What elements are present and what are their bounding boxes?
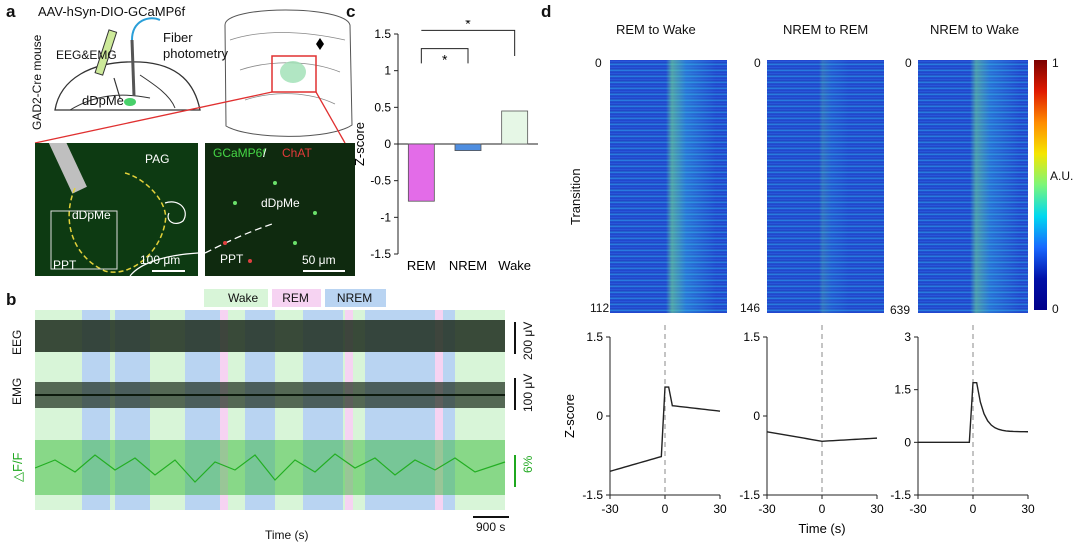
panel-label-c: c [346, 2, 356, 21]
gcamp-label: GCaMP6f [213, 146, 266, 160]
mean-trace [766, 431, 878, 442]
heatmap-2-row-start: 0 [754, 56, 761, 70]
line-plot-x-label: Time (s) [798, 521, 845, 536]
panel-label-b: b [6, 290, 17, 309]
heatmap-rem-to-wake [610, 60, 727, 313]
emg-label: EMG [10, 377, 24, 405]
dff-label: △F/F [10, 452, 25, 483]
ddpme-label-1: dDpMe [72, 208, 111, 222]
heatmap-title-1: REM to Wake [616, 22, 696, 37]
bar-rem [407, 143, 435, 202]
line-plot-x-tick-label: -30 [909, 502, 927, 516]
heatmap-ylabel: Transition [568, 168, 583, 225]
y-tick-label: 0 [384, 137, 391, 151]
ddpme-label-2: dDpMe [261, 196, 300, 210]
colorbar-label: A.U. [1050, 169, 1074, 183]
line-plot-x-tick-label: 30 [713, 502, 727, 516]
legend-nrem: NREM [324, 289, 387, 307]
chat-label: ChAT [282, 146, 312, 160]
line-plot-y-tick-label: 0 [753, 409, 760, 423]
legend-wake: Wake [204, 289, 269, 307]
x-tick-label: Wake [498, 258, 531, 273]
legend-rem: REM [272, 289, 321, 307]
y-tick-label: 1.5 [374, 27, 391, 41]
fiber-photometry-label: Fiber photometry [163, 30, 229, 61]
transition-line-plots: 1.50-1.5-30 0 301.50-1.5-30 0 3031.50-1.5-30… [562, 325, 1035, 536]
dff-scale-bar [514, 455, 516, 487]
line-plot-x-tick-label: 30 [1021, 502, 1035, 516]
time-scale-bar [473, 516, 509, 518]
significance-bracket-1 [420, 48, 469, 64]
mean-trace [918, 381, 1029, 444]
mean-trace [609, 386, 721, 472]
eeg-scale-label: 200 μV [521, 321, 535, 360]
heatmap-nrem-to-rem [767, 60, 884, 313]
heatmap-3-row-start: 0 [905, 56, 912, 70]
line-plot-x-tick-label: 0 [662, 502, 669, 516]
y-tick-label: 0.5 [374, 100, 391, 114]
eeg-label: EEG [10, 329, 24, 355]
scale-label-1: 100 μm [140, 253, 181, 267]
heatmap-1-row-start: 0 [595, 56, 602, 70]
colorbar-min: 0 [1052, 302, 1059, 316]
line-plot-x-tick-label: 0 [970, 502, 977, 516]
separator-label: / [263, 146, 267, 160]
heatmap-3-row-end: 639 [890, 303, 911, 317]
region-label: dDpMe [82, 93, 124, 108]
heatmap-title-2: NREM to REM [783, 22, 869, 37]
pag-label: PAG [145, 152, 170, 166]
panel-label-d: d [541, 2, 552, 21]
dff-scale-label: 6% [521, 455, 535, 473]
construct-label: AAV-hSyn-DIO-GCaMP6f [38, 4, 186, 19]
eeg-scale-bar [514, 322, 516, 354]
heatmap-nrem-to-wake [918, 60, 1028, 313]
x-tick-label: REM [407, 258, 436, 273]
x-tick-label: NREM [449, 258, 487, 273]
line-plot-y-tick-label: 3 [904, 330, 911, 344]
micrograph-1 [35, 132, 199, 277]
emg-scale-bar [514, 378, 516, 410]
line-plot-y-tick-label: 1.5 [894, 383, 911, 397]
heatmap-title-3: NREM to Wake [930, 22, 1020, 37]
line-plot-x-tick-label: -30 [601, 502, 619, 516]
y-tick-label: 1 [384, 64, 391, 78]
line-plot-y-tick-label: 1.5 [743, 330, 760, 344]
state-legend: Wake REM NREM [204, 289, 387, 307]
colorbar-max: 1 [1052, 56, 1059, 70]
line-plot-y-tick-label: -1.5 [739, 488, 760, 502]
line-plot-y-tick-label: 1.5 [586, 330, 603, 344]
ppt-label-1: PPT [53, 258, 77, 272]
line-plot-x-tick-label: 0 [819, 502, 826, 516]
line-plot-y-label: Z-score [562, 394, 577, 438]
significance-star-1: * [442, 52, 448, 68]
heatmap-2-row-end: 146 [740, 301, 761, 315]
emg-scale-label: 100 μV [521, 373, 535, 412]
brain-schematic [34, 9, 353, 144]
line-plot-y-tick-label: -1.5 [890, 488, 911, 502]
micrograph-2 [204, 143, 355, 276]
line-plot-x-tick-label: -30 [758, 502, 776, 516]
y-axis-label: Z-score [352, 122, 367, 166]
y-tick-label: -1 [380, 210, 391, 224]
colorbar [1034, 60, 1047, 310]
panel-label-a: a [6, 2, 16, 21]
zscore-bar-chart: 1.5 1 0.5 0 -0.5 -1 -1.5 Z-score REM NREM Wake * * [352, 20, 538, 273]
bar-wake [501, 110, 529, 145]
y-tick-label: -1.5 [370, 247, 391, 261]
sleep-recording [35, 310, 506, 510]
eeg-emg-label: EEG&EMG [56, 48, 117, 62]
significance-bracket-2 [421, 29, 516, 56]
line-plot-y-tick-label: -1.5 [582, 488, 603, 502]
b-xlabel: Time (s) [265, 528, 309, 542]
line-plot-y-tick-label: 0 [904, 435, 911, 449]
line-plot-x-tick-label: 30 [870, 502, 884, 516]
scale-label-2: 50 μm [302, 253, 336, 267]
ppt-label-2: PPT [220, 252, 244, 266]
heatmap-1-row-end: 112 [590, 301, 610, 315]
line-plot-y-tick-label: 0 [596, 409, 603, 423]
significance-star-2: * [465, 20, 471, 31]
time-scale-label: 900 s [476, 520, 506, 534]
y-tick-label: -0.5 [370, 174, 391, 188]
bar-nrem [454, 143, 482, 151]
